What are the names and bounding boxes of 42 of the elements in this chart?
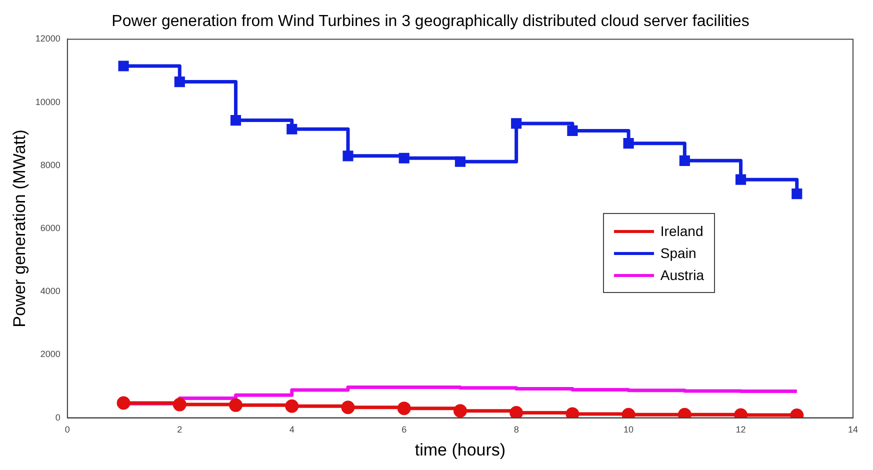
point [172,398,186,412]
y-tick-label: 10000 [35,96,60,107]
point [623,138,634,149]
x-tick-label: 4 [289,424,294,435]
y-tick-label: 8000 [40,160,60,170]
point [229,398,243,412]
x-tick-label: 8 [514,424,519,435]
legend-label: Spain [660,244,696,263]
point [286,124,298,134]
y-tick-label: 4000 [40,286,60,296]
y-axis-title: Power generation (MWatt) [10,130,29,328]
x-tick-label: 0 [64,424,70,435]
point [116,396,130,410]
legend-label: Ireland [660,222,704,241]
x-tick-label: 14 [848,424,858,435]
point [230,115,242,126]
point [792,188,802,200]
point [679,155,690,166]
y-tick-label: 12000 [35,34,60,44]
x-tick-label: 10 [624,424,634,435]
point [118,60,129,72]
point [285,399,299,413]
point [398,152,410,164]
point [510,406,524,418]
x-tick-label: 2 [177,424,182,435]
point [397,402,411,416]
point [342,150,354,162]
chart-title: Power generation from Wind Turbines in 3 geographically distributed cloud server facilities [112,13,750,30]
point [454,156,466,167]
point [511,118,522,129]
point [341,400,355,414]
x-axis-title: time (hours) [414,440,506,460]
legend-label: Austria [660,266,704,285]
point [174,76,185,88]
point [735,174,746,185]
point [453,404,467,418]
x-tick-label: 6 [402,424,407,435]
y-tick-label: 6000 [40,222,60,233]
y-tick-label: 2000 [40,349,60,360]
x-tick-label: 12 [736,424,746,435]
point [567,125,578,136]
y-tick-label: 0 [55,412,60,422]
